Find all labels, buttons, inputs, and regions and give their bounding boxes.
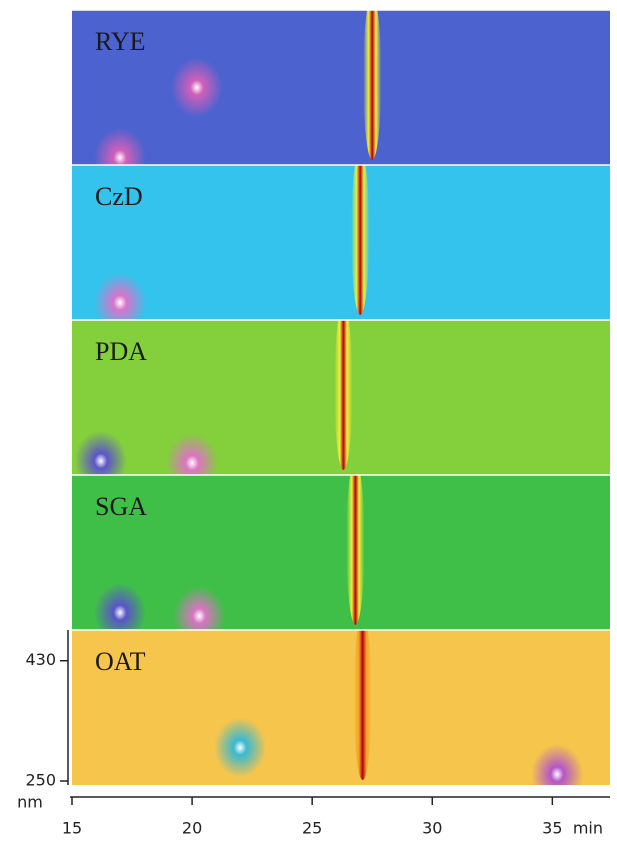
spot [94, 272, 147, 320]
panel-label: PDA [95, 337, 147, 366]
panel-background [72, 10, 610, 165]
panel [72, 320, 610, 475]
panel [72, 630, 610, 785]
x-tick-label: 15 [62, 819, 82, 838]
y-tick-label: 250 [25, 770, 56, 789]
x-tick-label: 20 [182, 819, 202, 838]
y-tick-label: 430 [25, 650, 56, 669]
panel-background [72, 475, 610, 630]
spot [166, 432, 219, 475]
spot [94, 582, 147, 630]
spot [531, 744, 584, 785]
panel [72, 165, 610, 320]
y-axis-label: nm [17, 793, 43, 812]
peak-band [334, 320, 353, 470]
panel-label: OAT [95, 647, 146, 676]
peak-band [351, 165, 370, 315]
panel-background [72, 165, 610, 320]
x-tick-label: 25 [302, 819, 322, 838]
spot [94, 127, 147, 165]
x-axis-label: min [573, 819, 603, 838]
panel-background [72, 630, 610, 785]
panel [72, 10, 610, 165]
spot [170, 57, 223, 118]
spot [214, 717, 267, 778]
panel-label: RYE [95, 27, 146, 56]
panel-label: SGA [95, 492, 147, 521]
x-tick-label: 30 [422, 819, 442, 838]
x-tick-label: 35 [542, 819, 562, 838]
panel-label: CzD [95, 182, 143, 211]
panel [72, 475, 610, 630]
spot [173, 585, 226, 630]
peak-band [346, 475, 365, 625]
peak-band [363, 10, 382, 160]
spot [74, 430, 127, 475]
peak-band [353, 630, 372, 780]
